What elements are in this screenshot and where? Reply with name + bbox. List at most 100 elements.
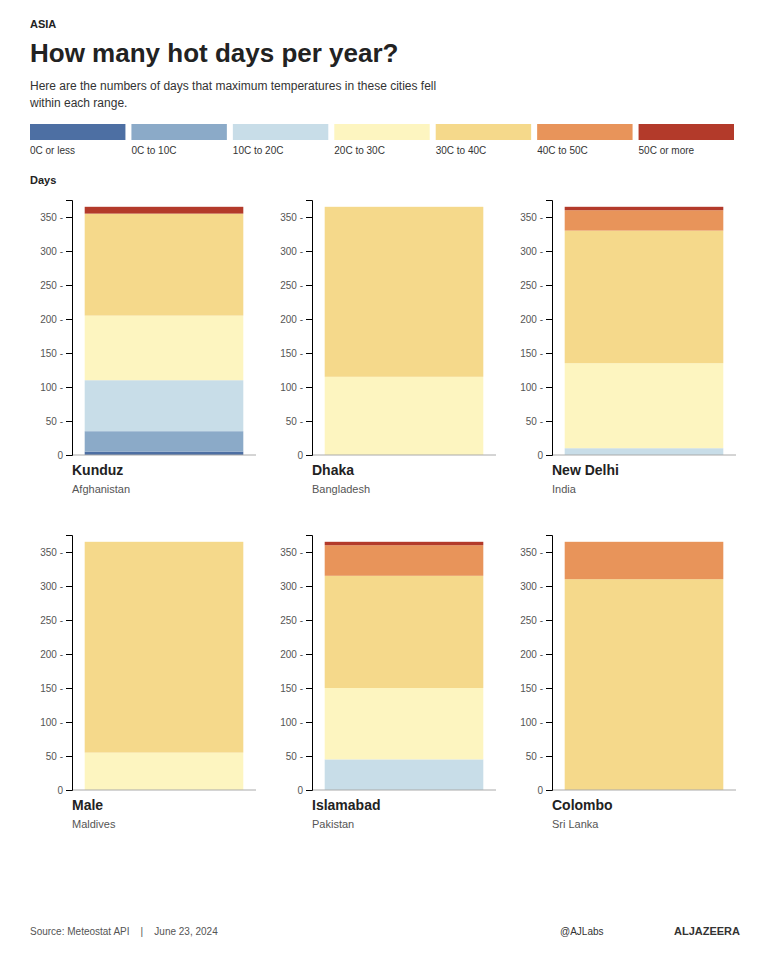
y-tick-label: 300 - <box>40 246 63 257</box>
y-tick: 200 - <box>40 649 72 660</box>
y-tick: 150 - <box>280 348 312 359</box>
y-tick: 250 - <box>40 615 72 626</box>
baseline <box>312 455 496 456</box>
legend-item: 40C to 50C <box>537 124 632 156</box>
y-tick: 300 - <box>40 246 72 257</box>
y-axis: 050 -100 -150 -200 -250 -300 -350 - <box>40 536 72 796</box>
y-tick-label: 250 - <box>520 615 543 626</box>
facet: 050 -100 -150 -200 -250 -300 -350 -Kundu… <box>40 201 256 496</box>
legend-item: 20C to 30C <box>334 124 429 156</box>
legend-swatch <box>233 124 328 140</box>
y-tick-mark <box>306 586 312 587</box>
y-tick: 50 - <box>286 751 312 762</box>
y-tick: 250 - <box>520 615 552 626</box>
y-tick-label: 50 - <box>46 416 63 427</box>
y-tick-mark <box>66 319 72 320</box>
legend-item: 0C to 10C <box>131 124 226 156</box>
y-tick-mark <box>66 285 72 286</box>
y-tick-label: 350 - <box>280 547 303 558</box>
y-tick: 50 - <box>46 751 72 762</box>
y-tick: 250 - <box>520 280 552 291</box>
category-label: Male <box>72 797 103 813</box>
bar-segment <box>565 541 724 542</box>
bars <box>325 207 484 455</box>
bars <box>565 207 724 455</box>
y-tick: 350 - <box>40 212 72 223</box>
y-tick-label: 350 - <box>520 212 543 223</box>
y-tick-mark <box>546 552 552 553</box>
y-tick-label: 50 - <box>526 416 543 427</box>
y-tick: 350 - <box>520 547 552 558</box>
y-tick-mark <box>66 387 72 388</box>
y-tick-label: 300 - <box>520 246 543 257</box>
y-tick-label: 350 - <box>40 547 63 558</box>
bar-segment <box>565 231 724 364</box>
legend: 0C or less0C to 10C10C to 20C20C to 30C3… <box>30 124 734 156</box>
y-tick: 200 - <box>40 314 72 325</box>
category-label: Islamabad <box>312 797 380 813</box>
category-label: New Delhi <box>552 462 619 478</box>
y-tick: 350 - <box>280 547 312 558</box>
y-tick-label: 100 - <box>280 382 303 393</box>
legend-swatch <box>639 124 734 140</box>
y-tick-label: 150 - <box>520 348 543 359</box>
y-tick-mark <box>306 552 312 553</box>
y-tick-label: 50 - <box>526 751 543 762</box>
y-tick: 200 - <box>280 649 312 660</box>
bar-segment <box>325 545 484 576</box>
region-label: ASIA <box>30 18 56 30</box>
y-tick: 350 - <box>280 212 312 223</box>
y-tick-mark <box>306 319 312 320</box>
y-tick-mark <box>306 790 312 791</box>
facet: 050 -100 -150 -200 -250 -300 -350 -MaleM… <box>40 536 256 831</box>
y-tick-mark <box>66 421 72 422</box>
baseline <box>72 455 256 456</box>
y-tick-label: 50 - <box>286 751 303 762</box>
legend-label: 30C to 40C <box>436 145 487 156</box>
y-tick-mark <box>306 688 312 689</box>
y-tick-label: 250 - <box>520 280 543 291</box>
y-tick: 250 - <box>280 280 312 291</box>
y-tick: 0 <box>57 785 72 796</box>
y-tick-label: 150 - <box>280 348 303 359</box>
y-tick-mark <box>306 455 312 456</box>
y-tick: 300 - <box>520 581 552 592</box>
subcategory-label: Pakistan <box>312 818 354 830</box>
subcategory-label: India <box>552 483 577 495</box>
y-tick-mark <box>66 586 72 587</box>
bar-segment <box>565 542 724 579</box>
y-tick: 0 <box>57 450 72 461</box>
y-tick-label: 300 - <box>280 581 303 592</box>
bar-segment <box>85 542 244 753</box>
y-tick-mark <box>546 586 552 587</box>
y-tick-mark <box>546 217 552 218</box>
legend-item: 50C or more <box>639 124 734 156</box>
bar-segment <box>565 207 724 210</box>
y-tick: 50 - <box>526 751 552 762</box>
y-tick-label: 300 - <box>40 581 63 592</box>
y-tick-mark <box>66 756 72 757</box>
logo-text: ALJAZEERA <box>674 925 740 937</box>
y-tick-mark <box>546 319 552 320</box>
baseline <box>552 790 736 791</box>
y-tick-mark <box>546 654 552 655</box>
y-tick-label: 0 <box>297 785 303 796</box>
y-tick-mark <box>306 285 312 286</box>
bar-segment <box>325 542 484 545</box>
category-label: Kunduz <box>72 462 123 478</box>
y-tick-label: 100 - <box>40 382 63 393</box>
facet: 050 -100 -150 -200 -250 -300 -350 -Dhaka… <box>280 201 496 496</box>
y-tick-label: 100 - <box>520 382 543 393</box>
y-tick-label: 100 - <box>520 717 543 728</box>
y-tick-label: 200 - <box>280 649 303 660</box>
y-tick-mark <box>66 688 72 689</box>
bar-segment <box>325 206 484 207</box>
y-tick-label: 50 - <box>46 751 63 762</box>
legend-swatch <box>30 124 125 140</box>
legend-label: 0C or less <box>30 145 75 156</box>
y-tick-mark <box>306 756 312 757</box>
y-tick-label: 0 <box>537 785 543 796</box>
y-axis-line <box>66 201 73 456</box>
y-tick: 250 - <box>40 280 72 291</box>
y-axis-line <box>546 201 553 456</box>
